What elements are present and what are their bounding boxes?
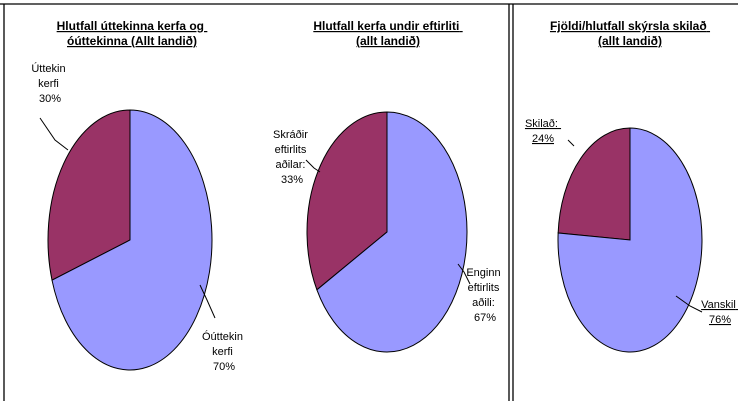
chart-title-line-1: Fjöldi/hlutfall skýrsla skilað [550,19,707,33]
pie-slice-no-monitor [316,111,468,353]
leader-line-registered-monitors [305,159,321,173]
leader-line-not-reviewed [199,284,216,319]
slice-label-not-reviewed: Óúttekin kerfi 70% [202,330,246,373]
pie-chart-reports-submitted: Fjöldi/hlutfall skýrsla skilað (allt lan… [525,19,738,353]
pie-slice-submitted [557,127,631,241]
slice-label-no-monitor: Enginn eftirlits aðili: 67% [466,267,503,324]
leader-line-overdue [675,295,703,313]
chart-title-line-2: (allt landið) [598,34,662,48]
leader-line-submitted [567,139,575,147]
leader-line-reviewed [39,117,69,151]
pie-slice-reviewed [47,109,131,281]
chart-title-line-2: (allt landið) [356,34,420,48]
pie-chart-monitored-systems: Hlutfall kerfa undir eftirliti (allt lan… [273,19,503,353]
pie-slice-overdue [557,127,703,353]
slice-label-registered-monitors: Skráðir eftirlits aðilar: 33% [273,129,311,186]
pie-slice-not-reviewed [51,109,213,371]
chart-title: Fjöldi/hlutfall skýrsla skilað (allt lan… [550,19,710,48]
chart-title: Hlutfall úttekinna kerfa og óúttekinna (… [57,19,208,48]
leader-line-no-monitor [457,263,471,285]
pie-chart-reviewed-systems: Hlutfall úttekinna kerfa og óúttekinna (… [31,19,246,373]
chart-title-line-1: Hlutfall kerfa undir eftirliti [313,19,459,33]
chart-title-line-2: óúttekinna (Allt landið) [67,34,197,48]
chart-title: Hlutfall kerfa undir eftirliti (allt lan… [313,19,462,48]
slice-label-overdue: Vanskil 76% [701,299,738,326]
chart-title-line-1: Hlutfall úttekinna kerfa og [57,19,204,33]
slice-label-submitted: Skilað: 24% [525,118,561,145]
slice-label-reviewed: Úttekin kerfi 30% [31,62,68,105]
